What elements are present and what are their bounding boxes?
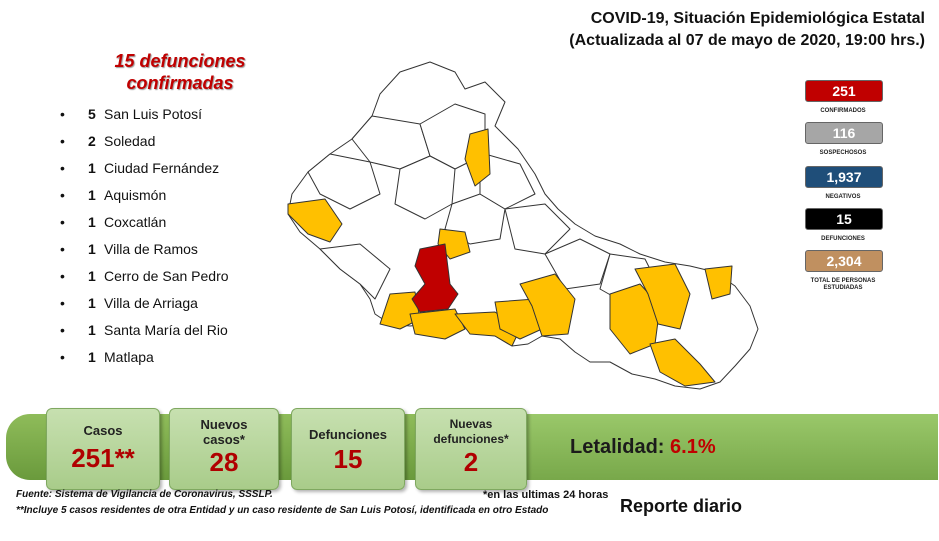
list-item: • 1 Santa María del Rio xyxy=(60,320,229,347)
deaths-heading-line-1: 15 defunciones xyxy=(114,51,246,71)
deaths-card: Defunciones 15 xyxy=(291,408,405,490)
stat-label-total-studied: TOTAL DE PERSONAS ESTUDIADAS xyxy=(810,278,876,291)
new-cases-card: Nuevos casos* 28 xyxy=(169,408,279,490)
new-deaths-value: 2 xyxy=(463,447,479,477)
list-item: • 1 Aquismón xyxy=(60,185,229,212)
new-deaths-label-line-1: Nuevas xyxy=(449,417,493,431)
new-cases-value: 28 xyxy=(209,447,239,477)
municipality-name: Aquismón xyxy=(104,187,167,203)
list-item: • 1 Matlapa xyxy=(60,347,229,374)
deaths-heading-line-2: confirmadas xyxy=(126,73,234,93)
stat-label-confirmed: CONFIRMADOS xyxy=(820,108,866,114)
cases-value: 251** xyxy=(71,443,135,473)
list-item: • 1 Villa de Arriaga xyxy=(60,293,229,320)
stat-confirmed: 251 xyxy=(805,80,883,102)
bullet-icon: • xyxy=(60,160,65,176)
map-municipality-capital xyxy=(411,243,459,313)
bullet-icon: • xyxy=(60,295,65,311)
death-count: 1 xyxy=(88,322,96,338)
map-municipality-cases xyxy=(464,128,491,187)
map-municipality-cases xyxy=(379,291,421,330)
last-24-hours-note: *en las ultimas 24 horas xyxy=(483,489,609,501)
list-item: • 2 Soledad xyxy=(60,131,229,158)
list-item: • 5 San Luis Potosí xyxy=(60,104,229,131)
list-item: • 1 Cerro de San Pedro xyxy=(60,266,229,293)
stat-negative: 1,937 xyxy=(805,166,883,188)
stat-deaths: 15 xyxy=(805,208,883,230)
stat-label-suspected: SOSPECHOSOS xyxy=(819,150,867,156)
municipality-name: Soledad xyxy=(104,133,156,149)
source-note: Fuente: Sistema de Vigilancia de Coronav… xyxy=(16,489,273,500)
map-municipality xyxy=(319,243,391,300)
bullet-icon: • xyxy=(60,349,65,365)
deaths-label: Defunciones xyxy=(308,427,387,442)
map-municipality-cases xyxy=(287,198,343,243)
death-count: 1 xyxy=(88,349,96,365)
cases-label: Casos xyxy=(83,423,123,438)
stat-total-studied: 2,304 xyxy=(805,250,883,272)
title-line-1: COVID-19, Situación Epidemiológica Estat… xyxy=(590,10,925,27)
list-item: • 1 Ciudad Fernández xyxy=(60,158,229,185)
bullet-icon: • xyxy=(60,106,65,122)
municipality-name: Santa María del Rio xyxy=(104,322,228,338)
map-municipality xyxy=(307,153,381,210)
bullet-icon: • xyxy=(60,133,65,149)
death-count: 1 xyxy=(88,241,96,257)
cases-card: Casos 251** xyxy=(46,408,160,490)
state-municipality-map xyxy=(287,61,759,390)
map-municipality xyxy=(504,203,571,255)
cases-footnote: **Incluye 5 casos residentes de otra Ent… xyxy=(16,505,549,516)
death-count: 1 xyxy=(88,187,96,203)
death-count: 2 xyxy=(88,133,96,149)
municipality-name: Villa de Arriaga xyxy=(104,295,198,311)
list-item: • 1 Coxcatlán xyxy=(60,212,229,239)
stat-suspected: 116 xyxy=(805,122,883,144)
map-municipality-cases xyxy=(649,338,716,387)
map-municipality-cases xyxy=(704,265,733,300)
death-count: 1 xyxy=(88,214,96,230)
map-municipality-cases xyxy=(634,263,691,330)
municipality-name: Coxcatlán xyxy=(104,214,167,230)
bullet-icon: • xyxy=(60,268,65,284)
death-count: 1 xyxy=(88,160,96,176)
deaths-heading: 15 defunciones confirmadas xyxy=(100,50,260,94)
municipality-name: Ciudad Fernández xyxy=(104,160,220,176)
map-municipality-cases xyxy=(519,273,576,337)
stat-label-deaths: DEFUNCIONES xyxy=(821,236,865,242)
lethality-label: Letalidad: xyxy=(570,436,665,458)
new-cases-label-line-1: Nuevos xyxy=(200,417,248,432)
daily-report-label: Reporte diario xyxy=(620,496,743,516)
bullet-icon: • xyxy=(60,187,65,203)
municipality-name: Villa de Ramos xyxy=(104,241,198,257)
new-deaths-card: Nuevas defunciones* 2 xyxy=(415,408,527,490)
deaths-by-municipality-list: • 5 San Luis Potosí • 2 Soledad • 1 Ciudad Fer… xyxy=(60,104,229,374)
lethality-value: 6.1% xyxy=(670,436,716,458)
map-municipality-cases xyxy=(409,308,466,340)
title-line-2: (Actualizada al 07 de mayo de 2020, 19:0… xyxy=(569,32,925,49)
bullet-icon: • xyxy=(60,214,65,230)
death-count: 1 xyxy=(88,268,96,284)
summary-bar-right xyxy=(520,414,938,480)
bullet-icon: • xyxy=(60,322,65,338)
lethality: Letalidad: 6.1% xyxy=(570,436,716,459)
deaths-value: 15 xyxy=(333,444,363,474)
list-item: • 1 Villa de Ramos xyxy=(60,239,229,266)
new-deaths-label-line-2: defunciones* xyxy=(433,432,509,446)
bullet-icon: • xyxy=(60,241,65,257)
stat-label-negative: NEGATIVOS xyxy=(825,194,861,200)
new-cases-label-line-2: casos* xyxy=(203,432,245,447)
death-count: 1 xyxy=(88,295,96,311)
municipality-name: Cerro de San Pedro xyxy=(104,268,229,284)
report-title: COVID-19, Situación Epidemiológica Estat… xyxy=(569,8,925,52)
municipality-name: Matlapa xyxy=(104,349,154,365)
death-count: 5 xyxy=(88,106,96,122)
municipality-name: San Luis Potosí xyxy=(104,106,203,122)
